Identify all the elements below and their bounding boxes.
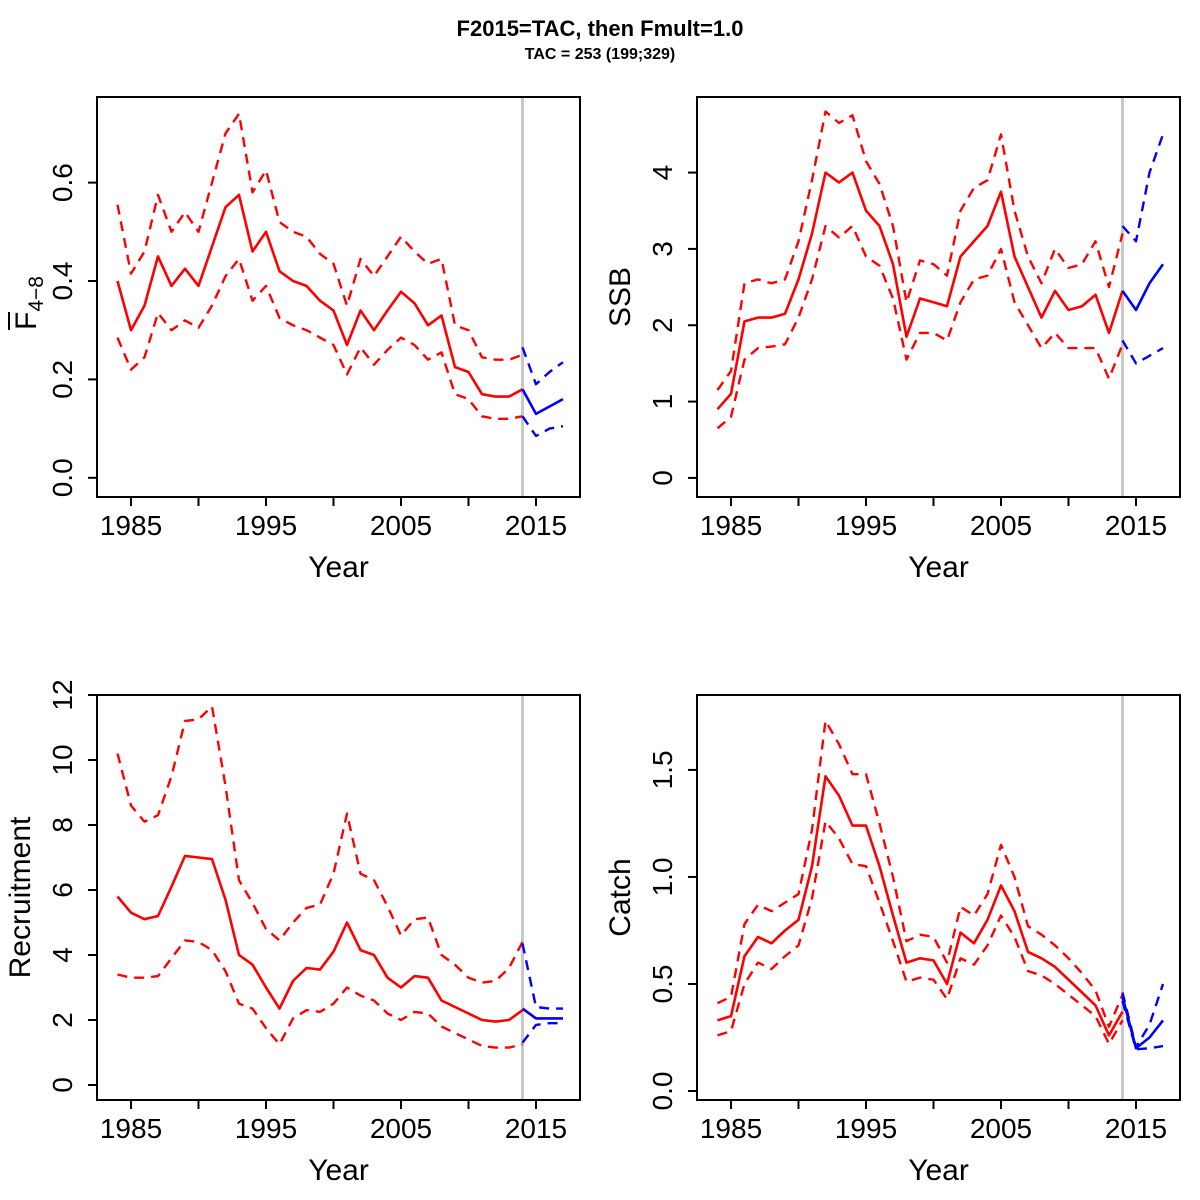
figure-title: F2015=TAC, then Fmult=1.0	[456, 16, 744, 41]
y-tick-label: 2	[647, 317, 678, 333]
y-tick-label: 1.5	[647, 750, 678, 789]
x-tick-label: 1995	[835, 1113, 897, 1144]
x-tick-label: 1985	[100, 1113, 162, 1144]
chart-panel-catch: 1985 1995 2005 2015 Year 0.0 0.5 1.0 1.5 Catch	[604, 694, 1181, 1187]
y-tick-label: 12	[47, 679, 78, 710]
x-tick-label: 2015	[505, 510, 567, 541]
fishing-mortality-upper-historic-line	[116, 112, 523, 361]
y-axis-title: F4−8	[10, 276, 48, 330]
x-axis-title: Year	[308, 551, 369, 584]
x-tick-label: 1995	[235, 1113, 297, 1144]
y-tick-label: 0.0	[47, 458, 78, 497]
recruitment-lower-forecast-line	[521, 1022, 563, 1044]
y-tick-label: 3	[647, 241, 678, 257]
ssb-plot-box	[696, 96, 1181, 498]
recruitment-upper-forecast-line	[521, 943, 563, 1010]
x-tick-label: 2015	[1105, 1113, 1167, 1144]
fishing-mortality-lower-historic-line	[116, 257, 523, 420]
ssb-lower-forecast-line	[1121, 339, 1164, 365]
y-tick-label: 0.2	[47, 360, 78, 399]
recruitment-median-historic-line	[116, 854, 524, 1023]
y-tick-label: 0	[647, 470, 678, 486]
recruitment-plot-box	[96, 694, 581, 1101]
recruitment-upper-historic-line	[116, 705, 524, 984]
x-axis-title: Year	[908, 551, 969, 584]
x-tick-label: 2015	[1105, 510, 1167, 541]
catch-plot-box	[696, 694, 1181, 1101]
y-tick-label: 4	[47, 947, 78, 963]
x-tick-label: 1985	[700, 1113, 762, 1144]
x-tick-label: 1985	[100, 510, 162, 541]
ssb-upper-historic-line	[716, 110, 1124, 391]
x-axis-title: Year	[308, 1154, 369, 1187]
fishing-mortality-lower-forecast-line	[521, 415, 564, 438]
x-tick-label: 2005	[370, 510, 432, 541]
catch-lower-forecast-line	[1121, 1000, 1164, 1051]
ssb-median-historic-line	[716, 171, 1124, 411]
y-tick-label: 10	[47, 744, 78, 775]
fishing-mortality-median-forecast-line	[521, 388, 564, 416]
ssb-median-forecast-line	[1121, 263, 1165, 312]
catch-upper-historic-line	[716, 719, 1124, 1028]
x-tick-label: 2005	[970, 1113, 1032, 1144]
x-tick-label: 1995	[235, 510, 297, 541]
chart-panel-recruitment: 1985 1995 2005 2015 Year 0 2 4 6 8 10 12 Recruitment	[4, 679, 581, 1187]
y-tick-label: 0.0	[647, 1072, 678, 1111]
y-tick-label: 8	[47, 817, 78, 833]
y-tick-label: 0	[47, 1077, 78, 1093]
fishing-mortality-upper-forecast-line	[521, 346, 564, 386]
y-tick-label: 1.0	[647, 857, 678, 896]
ssb-upper-forecast-line	[1121, 134, 1165, 243]
catch-upper-forecast-line	[1121, 983, 1165, 1049]
y-axis-title: Catch	[604, 858, 637, 936]
fishing-mortality-plot-box	[96, 96, 581, 498]
catch-lower-historic-line	[717, 820, 1124, 1046]
figure-subtitle: TAC = 253 (199;329)	[524, 46, 676, 63]
y-tick-label: 0.6	[47, 163, 78, 202]
y-tick-label: 1	[647, 394, 678, 410]
y-tick-label: 2	[47, 1012, 78, 1028]
y-tick-label: 6	[47, 882, 78, 898]
chart-panel-ssb: 1985 1995 2005 2015 Year 0 1 2 3 4 SSB	[604, 96, 1181, 584]
x-tick-label: 2005	[370, 1113, 432, 1144]
y-axis-title-group: F4−8	[8, 276, 48, 330]
y-axis-title: SSB	[604, 267, 637, 327]
fishing-mortality-median-historic-line	[116, 193, 524, 398]
x-tick-label: 2005	[970, 510, 1032, 541]
y-tick-label: 0.5	[647, 965, 678, 1004]
x-tick-label: 1995	[835, 510, 897, 541]
ssb-lower-historic-line	[716, 224, 1124, 430]
x-tick-label: 2015	[505, 1113, 567, 1144]
chart-panel-fishing-mortality: 1985 1995 2005 2015 Year 0.0 0.2 0.4 0.6 F4−8	[8, 96, 581, 584]
recruitment-lower-historic-line	[117, 939, 523, 1049]
recruitment-median-forecast-line	[521, 1007, 563, 1020]
y-tick-label: 0.4	[47, 262, 78, 301]
x-tick-label: 1985	[700, 510, 762, 541]
y-axis-title: Recruitment	[4, 816, 37, 978]
x-axis-title: Year	[908, 1154, 969, 1187]
catch-median-historic-line	[717, 775, 1124, 1037]
y-tick-label: 4	[647, 165, 678, 181]
